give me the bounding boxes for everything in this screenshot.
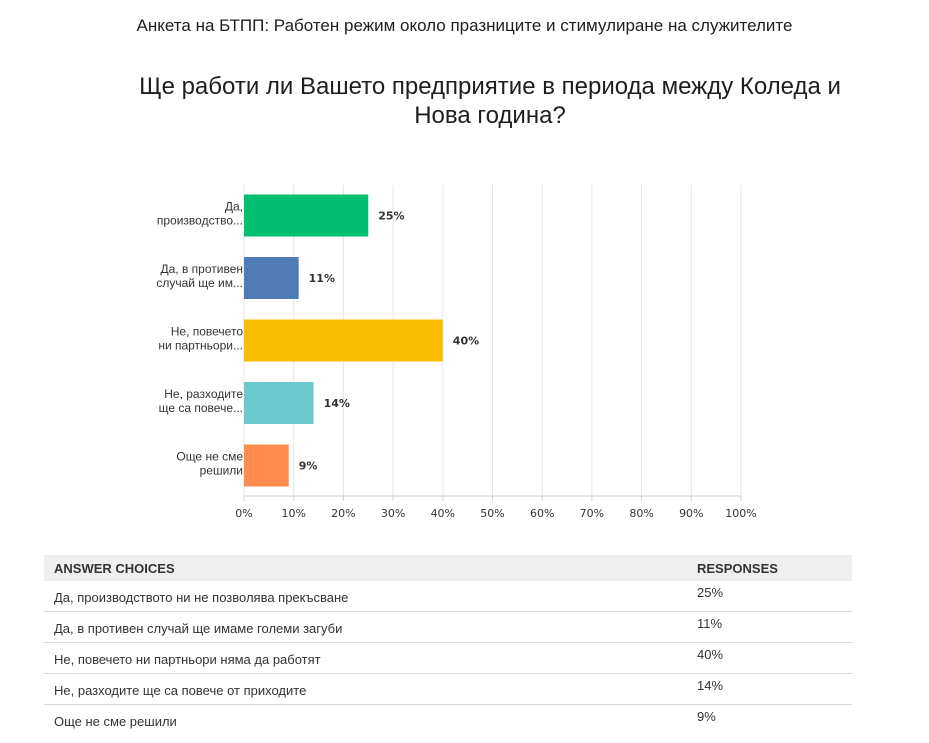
data-label: 11%: [309, 272, 335, 285]
x-tick-label: 90%: [679, 507, 703, 520]
data-label: 14%: [324, 397, 350, 410]
data-label: 9%: [299, 460, 318, 473]
x-tick-label: 10%: [281, 507, 305, 520]
answer-choice: Не, повечето ни партньори няма да работя…: [54, 652, 321, 667]
answer-choice: Не, разходите ще са повече от приходите: [54, 683, 307, 698]
category-label: Още не сме решили: [176, 450, 243, 478]
answers-table: ANSWER CHOICES RESPONSES Да, производств…: [44, 555, 852, 735]
data-label: 25%: [378, 210, 404, 223]
x-tick-label: 60%: [530, 507, 554, 520]
survey-title: Анкета на БТПП: Работен режим около праз…: [136, 16, 793, 35]
answer-response: 40%: [697, 647, 724, 662]
data-label: 40%: [453, 335, 479, 348]
answer-response: 25%: [697, 585, 724, 600]
table-row: Да, производството ни не позволява прекъ…: [44, 581, 852, 612]
table-row: Да, в противен случай ще имаме големи за…: [44, 612, 852, 643]
answers-table-header: ANSWER CHOICES RESPONSES: [44, 555, 852, 581]
answer-response: 9%: [697, 709, 716, 724]
bar-chart: 0% 10% 20% 30% 40% 50% 60% 70% 80% 90% 100% 25% Да, п…: [156, 185, 757, 520]
x-tick-label: 80%: [629, 507, 653, 520]
table-row: Не, разходите ще са повече от приходите …: [44, 674, 852, 705]
bar: [244, 194, 369, 237]
bar: [244, 382, 314, 424]
category-label: Да, в противен случай ще им...: [156, 262, 243, 290]
answer-choice: Още не сме решили: [54, 714, 177, 729]
x-tick-label: 100%: [725, 507, 756, 520]
x-tick-label: 40%: [431, 507, 455, 520]
category-label: Не, повечето ни партньори...: [158, 325, 243, 353]
answer-choices-header: ANSWER CHOICES: [54, 561, 175, 576]
table-row: Не, повечето ни партньори няма да работя…: [44, 643, 852, 674]
bar: [244, 319, 443, 362]
bar: [244, 444, 289, 487]
bar: [244, 257, 299, 299]
answer-response: 14%: [697, 678, 724, 693]
x-tick-label: 20%: [331, 507, 355, 520]
x-tick-label: 50%: [480, 507, 504, 520]
answer-choice: Да, производството ни не позволява прекъ…: [54, 590, 349, 605]
x-tick-label: 70%: [580, 507, 604, 520]
table-row: Още не сме решили 9%: [44, 705, 852, 735]
category-label: Да, производство...: [157, 200, 243, 228]
category-label: Не, разходите ще са повече...: [159, 387, 244, 415]
responses-header: RESPONSES: [697, 561, 778, 576]
answer-choice: Да, в противен случай ще имаме големи за…: [54, 621, 343, 636]
x-tick-label: 30%: [381, 507, 405, 520]
x-tick-label: 0%: [235, 507, 252, 520]
answer-response: 11%: [697, 616, 723, 631]
question-title: Ще работи ли Вашето предприятие в период…: [139, 73, 841, 129]
